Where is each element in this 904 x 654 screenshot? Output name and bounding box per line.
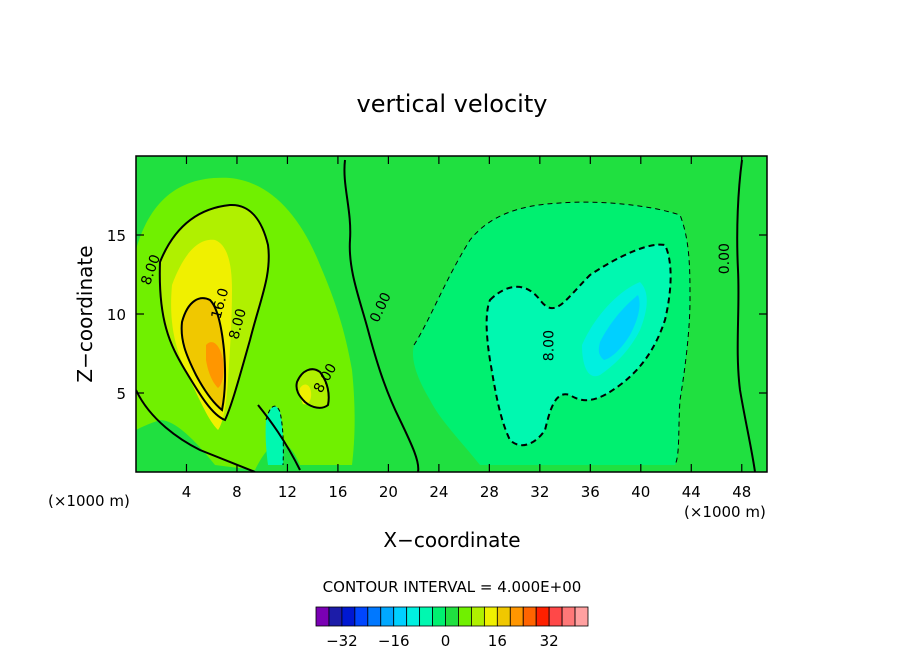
colorbar-swatch (432, 606, 446, 627)
contour-interval-text: CONTOUR INTERVAL = 4.000E+00 (323, 578, 582, 596)
contour-line-pos-16 (180, 297, 227, 412)
x-tick-label: 44 (682, 483, 701, 501)
chart-title: vertical velocity (357, 90, 548, 118)
contour-label: 16.0 (209, 286, 233, 320)
colorbar-swatch (380, 606, 395, 627)
colorbar-swatch (341, 606, 356, 627)
colorbar-tick-label: −32 (326, 632, 358, 650)
x-tick-label: 4 (182, 483, 192, 501)
colorbar-swatch (471, 606, 485, 627)
contour-line-zero-left (136, 389, 301, 472)
y-tick-label: 5 (116, 385, 126, 403)
colorbar-swatch (458, 606, 472, 627)
contour-line-neg-4 (413, 201, 691, 466)
x-axis-label: X−coordinate (383, 528, 520, 552)
contour-line-zero-right (736, 159, 756, 472)
contour-line-zero-mid (343, 159, 420, 472)
contour-label: 0.00 (717, 243, 733, 274)
colorbar-swatch (483, 606, 498, 627)
x-tick-label: 20 (379, 483, 398, 501)
x-axis: 4 8 12 16 20 24 28 32 36 40 44 48 (182, 156, 751, 501)
colorbar-swatch (315, 606, 330, 627)
colorbar-swatch (561, 606, 576, 627)
x-tick-label: 16 (328, 483, 347, 501)
colorbar-swatch (574, 606, 589, 627)
x-unit-right: (×1000 m) (684, 503, 766, 521)
x-tick-label: 8 (232, 483, 242, 501)
colorbar-swatch (548, 606, 563, 627)
contour-line-pos-8 (158, 203, 270, 422)
y-tick-label: 15 (107, 227, 126, 245)
colorbar-swatch (367, 606, 382, 627)
x-tick-label: 12 (278, 483, 297, 501)
colorbar-tick-label: 16 (488, 632, 507, 650)
x-unit-left: (×1000 m) (48, 492, 130, 510)
contour-lines (136, 159, 756, 472)
x-tick-label: 28 (480, 483, 499, 501)
contour-label: 8.00 (226, 307, 250, 341)
colorbar-swatch (406, 606, 421, 627)
colorbar-swatch (393, 606, 408, 627)
colorbar-swatch (535, 606, 550, 627)
x-tick-label: 36 (581, 483, 600, 501)
contour-line-neg-left (265, 405, 284, 466)
colorbar-tick-label: 0 (441, 632, 451, 650)
colorbar-swatch (445, 606, 459, 627)
colorbar (315, 606, 589, 627)
colorbar-swatch (354, 606, 369, 627)
contour-line-pos-mid-8 (295, 368, 330, 409)
colorbar-swatch (496, 606, 511, 627)
x-tick-label: 48 (732, 483, 751, 501)
x-tick-label: 32 (530, 483, 549, 501)
colorbar-tick-label: −16 (378, 632, 410, 650)
contour-line-neg-8 (485, 243, 672, 447)
plot-area (136, 156, 767, 472)
contour-fill-neg-16 (598, 295, 640, 360)
colorbar-swatch (328, 606, 343, 627)
colorbar-tick-label: 32 (540, 632, 559, 650)
colorbar-swatch (522, 606, 537, 627)
y-tick-label: 10 (107, 306, 126, 324)
y-axis-label: Z−coordinate (73, 245, 97, 382)
colorbar-swatch (419, 606, 433, 627)
contour-label: 8.00 (542, 330, 558, 361)
x-tick-label: 24 (429, 483, 448, 501)
contour-fill-pos-20 (206, 342, 224, 388)
colorbar-swatch (509, 606, 524, 627)
y-axis: 5 10 15 (107, 227, 767, 403)
colorbar-ticks: −32 −16 0 16 32 (326, 632, 559, 650)
x-tick-label: 40 (631, 483, 650, 501)
